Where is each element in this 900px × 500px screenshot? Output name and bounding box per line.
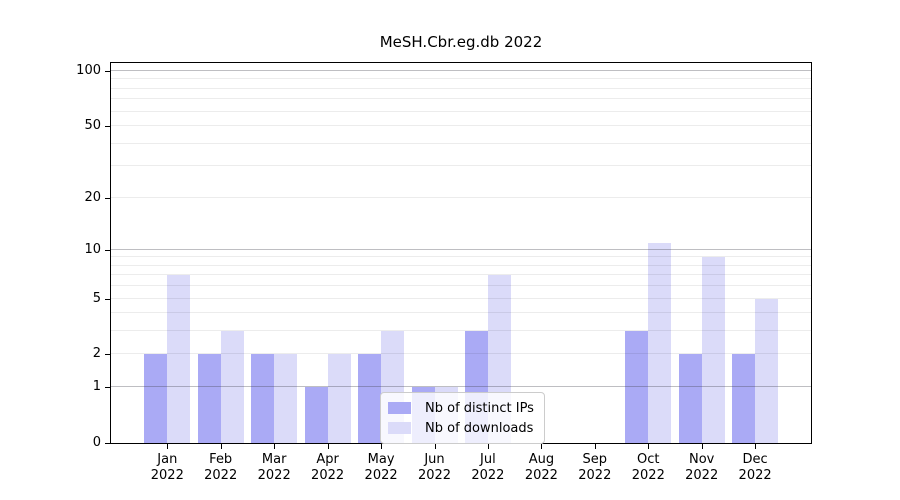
legend-swatch	[388, 402, 411, 414]
y-tick-label: 1	[92, 379, 101, 395]
minor-gridline	[111, 110, 811, 112]
legend-label: Nb of downloads	[425, 420, 534, 436]
y-tick-label: 0	[92, 435, 101, 450]
x-tick-label: Jan 2022	[150, 452, 184, 483]
x-tick-mark	[648, 444, 650, 449]
bar-distinct-ips	[197, 354, 221, 443]
minor-gridline	[111, 297, 811, 299]
y-tick-label: 10	[84, 241, 101, 257]
bar-distinct-ips	[144, 354, 168, 443]
major-gridline	[111, 70, 811, 71]
legend-swatch	[388, 422, 411, 434]
minor-gridline	[111, 285, 811, 287]
minor-gridline	[111, 87, 811, 89]
x-tick-mark	[167, 444, 169, 449]
x-tick-label: May 2022	[364, 452, 398, 483]
x-tick-label: Apr 2022	[311, 452, 345, 483]
x-tick-label: Dec 2022	[738, 452, 772, 483]
x-tick-label: Aug 2022	[524, 452, 558, 483]
y-tick-mark	[105, 249, 110, 251]
x-tick-mark	[701, 444, 703, 449]
minor-gridline	[111, 125, 811, 127]
y-tick-mark	[105, 71, 110, 72]
chart-title: MeSH.Cbr.eg.db 2022	[379, 33, 543, 51]
major-gridline	[111, 248, 811, 250]
y-tick-label: 20	[84, 189, 101, 205]
x-tick-mark	[434, 444, 436, 449]
major-gridline	[111, 386, 811, 388]
minor-gridline	[111, 264, 811, 266]
y-tick-label: 2	[92, 346, 101, 362]
y-tick-label: 50	[84, 118, 101, 134]
minor-gridline	[111, 98, 811, 100]
y-tick-mark	[105, 197, 110, 199]
y-tick-label: 100	[76, 63, 101, 78]
y-tick-mark	[105, 298, 110, 300]
bar-downloads	[220, 331, 244, 443]
x-tick-label: Jul 2022	[471, 452, 505, 483]
legend-item: Nb of downloads	[388, 418, 534, 438]
minor-gridline	[111, 353, 811, 355]
x-tick-label: Mar 2022	[257, 452, 291, 483]
minor-gridline	[111, 274, 811, 276]
bar-downloads	[274, 354, 298, 443]
bar-downloads	[755, 298, 779, 443]
bar-distinct-ips	[678, 354, 702, 443]
x-tick-label: Oct 2022	[631, 452, 665, 483]
x-tick-mark	[487, 444, 489, 449]
x-tick-mark	[594, 444, 596, 449]
minor-gridline	[111, 256, 811, 258]
x-tick-label: Sep 2022	[578, 452, 612, 483]
plot-area: Nb of distinct IPs Nb of downloads	[110, 62, 812, 444]
x-tick-mark	[381, 444, 383, 449]
bar-distinct-ips	[304, 387, 328, 443]
x-tick-mark	[755, 444, 757, 449]
y-tick-mark	[105, 443, 110, 444]
x-tick-label: Feb 2022	[204, 452, 238, 483]
legend-label: Nb of distinct IPs	[425, 400, 534, 416]
x-tick-mark	[274, 444, 276, 449]
y-tick-mark	[105, 387, 110, 389]
y-tick-mark	[105, 126, 110, 128]
y-tick-label: 5	[92, 290, 101, 306]
bar-distinct-ips	[251, 354, 275, 443]
y-tick-mark	[105, 354, 110, 356]
bar-downloads	[327, 354, 351, 443]
bar-downloads	[701, 257, 725, 443]
x-tick-mark	[541, 444, 543, 449]
legend-item: Nb of distinct IPs	[388, 398, 534, 418]
bar-distinct-ips	[358, 354, 382, 443]
minor-gridline	[111, 330, 811, 332]
minor-gridline	[111, 142, 811, 144]
plot-canvas	[111, 63, 811, 443]
x-tick-label: Nov 2022	[685, 452, 719, 483]
bar-downloads	[167, 275, 191, 443]
minor-gridline	[111, 78, 811, 80]
x-tick-mark	[220, 444, 222, 449]
bar-distinct-ips	[625, 331, 649, 443]
bar-downloads	[648, 242, 672, 443]
minor-gridline	[111, 312, 811, 314]
x-tick-label: Jun 2022	[417, 452, 452, 483]
minor-gridline	[111, 196, 811, 198]
bar-distinct-ips	[732, 354, 756, 443]
legend: Nb of distinct IPs Nb of downloads	[380, 392, 545, 444]
x-tick-mark	[327, 444, 329, 449]
minor-gridline	[111, 165, 811, 167]
